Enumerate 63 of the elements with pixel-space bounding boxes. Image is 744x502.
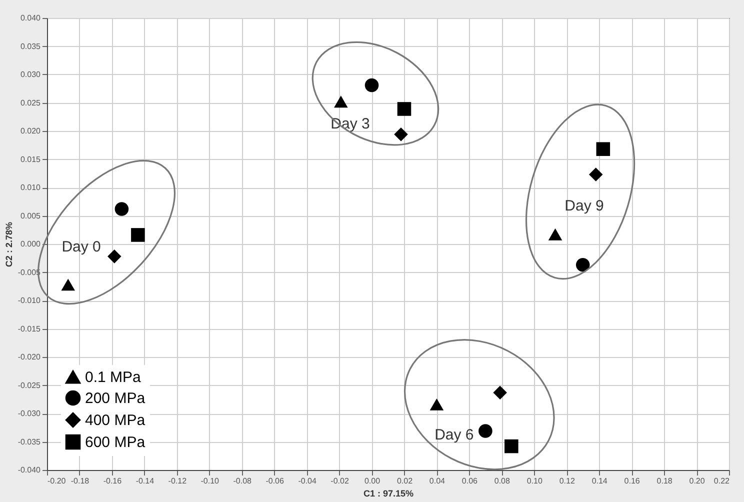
y-tick-label: 0.020 — [20, 126, 42, 136]
y-axis-title: C2 : 2.78% — [4, 222, 14, 268]
legend-label: 0.1 MPa — [85, 369, 142, 386]
point — [493, 386, 507, 400]
x-tick-label: 0.12 — [559, 476, 576, 486]
x-tick-label: -0.06 — [266, 476, 284, 486]
y-tick-label: -0.010 — [18, 296, 42, 305]
point — [364, 78, 379, 92]
point — [504, 439, 518, 454]
x-tick-label: -0.02 — [330, 476, 350, 486]
x-tick-label: 0.04 — [429, 476, 446, 486]
x-tick-label: -0.10 — [200, 476, 220, 486]
annotation: Day 9 — [564, 198, 604, 215]
x-axis-title: C1 : 97.15% — [363, 488, 414, 498]
point — [131, 228, 145, 242]
legend-label: 400 MPa — [85, 412, 146, 429]
annotation: Day 0 — [62, 238, 101, 256]
y-tick-label: 0.005 — [20, 211, 42, 220]
point — [114, 202, 129, 216]
x-tick-label: 0.10 — [526, 476, 543, 486]
x-tick-label: 0.00 — [364, 476, 381, 486]
point — [397, 102, 412, 116]
x-tick-label: -0.14 — [136, 476, 155, 486]
y-tick-label: -0.020 — [18, 352, 42, 362]
x-tick-label: 0.06 — [462, 476, 478, 486]
y-tick-label: 0.040 — [20, 14, 42, 22]
point — [107, 250, 122, 264]
annotation: Day 6 — [434, 426, 474, 444]
y-tick-label: -0.025 — [18, 380, 42, 390]
x-tick-label: 0.22 — [714, 476, 730, 486]
y-tick-label: 0.025 — [20, 98, 42, 108]
point — [334, 96, 348, 108]
point — [430, 398, 444, 410]
point — [61, 278, 75, 291]
x-tick-label: 0.16 — [624, 476, 640, 486]
x-tick-label: -0.12 — [168, 476, 188, 486]
x-tick-label: -0.16 — [103, 476, 122, 486]
x-tick-label: 0.14 — [592, 476, 608, 486]
x-tick-label: -0.08 — [233, 476, 252, 486]
y-tick-label: -0.030 — [18, 409, 42, 418]
y-tick-label: 0.010 — [20, 183, 42, 192]
x-tick-label: 0.08 — [494, 476, 510, 486]
x-tick-label: 0.20 — [689, 476, 706, 486]
point — [596, 142, 610, 156]
point — [478, 424, 492, 438]
y-tick-label: 0.000 — [20, 240, 42, 248]
legend-label: 600 MPa — [85, 434, 146, 451]
y-tick-label: -0.015 — [18, 324, 42, 334]
x-tick-label: 0.02 — [396, 476, 414, 486]
x-tick-label: -0.04 — [298, 476, 317, 486]
y-tick-label: 0.015 — [20, 154, 42, 164]
y-tick-label: 0.035 — [20, 42, 42, 51]
x-tick-label: 0.18 — [656, 476, 673, 486]
point — [588, 168, 603, 182]
y-tick-label: 0.030 — [20, 70, 42, 79]
x-tick-label: -0.20 — [48, 476, 66, 486]
x-tick-label: -0.18 — [70, 476, 90, 486]
legend-label: 200 MPa — [85, 390, 146, 407]
y-tick-label: -0.035 — [18, 437, 42, 446]
y-tick-label: -0.040 — [18, 466, 42, 474]
point — [576, 258, 590, 272]
point — [548, 228, 562, 240]
point — [394, 128, 408, 142]
